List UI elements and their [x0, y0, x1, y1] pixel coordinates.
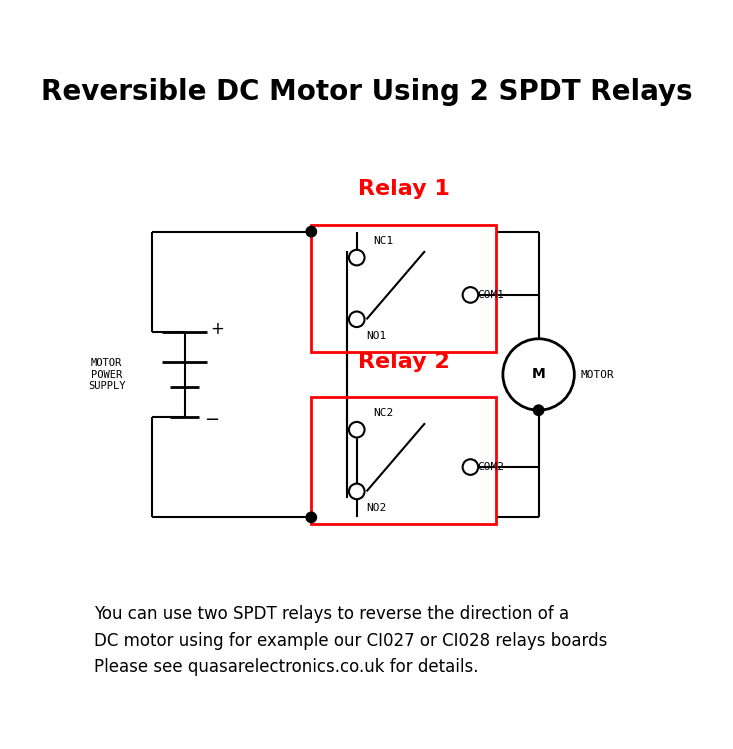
Circle shape: [463, 459, 478, 475]
Circle shape: [349, 422, 364, 437]
Circle shape: [349, 484, 364, 499]
Text: COM1: COM1: [477, 290, 504, 300]
Text: NO2: NO2: [366, 503, 387, 512]
Text: MOTOR: MOTOR: [581, 369, 614, 380]
Text: −: −: [204, 411, 219, 429]
Text: Relay 2: Relay 2: [358, 351, 450, 372]
Circle shape: [463, 287, 478, 303]
Circle shape: [306, 226, 317, 237]
Text: M: M: [531, 368, 545, 381]
Text: You can use two SPDT relays to reverse the direction of a
DC motor using for exa: You can use two SPDT relays to reverse t…: [94, 605, 607, 676]
Text: Relay 1: Relay 1: [358, 180, 450, 199]
Circle shape: [503, 339, 575, 410]
Circle shape: [349, 312, 364, 327]
Text: NC1: NC1: [373, 237, 393, 246]
Circle shape: [306, 512, 317, 523]
Circle shape: [349, 250, 364, 265]
Bar: [312, 397, 496, 524]
Text: NC2: NC2: [373, 408, 393, 419]
Bar: [312, 225, 496, 352]
Text: MOTOR
POWER
SUPPLY: MOTOR POWER SUPPLY: [88, 358, 125, 391]
Text: Reversible DC Motor Using 2 SPDT Relays: Reversible DC Motor Using 2 SPDT Relays: [41, 78, 692, 106]
Text: COM2: COM2: [477, 462, 504, 472]
Circle shape: [534, 405, 544, 416]
Text: NO1: NO1: [366, 330, 387, 341]
Text: +: +: [210, 320, 224, 338]
